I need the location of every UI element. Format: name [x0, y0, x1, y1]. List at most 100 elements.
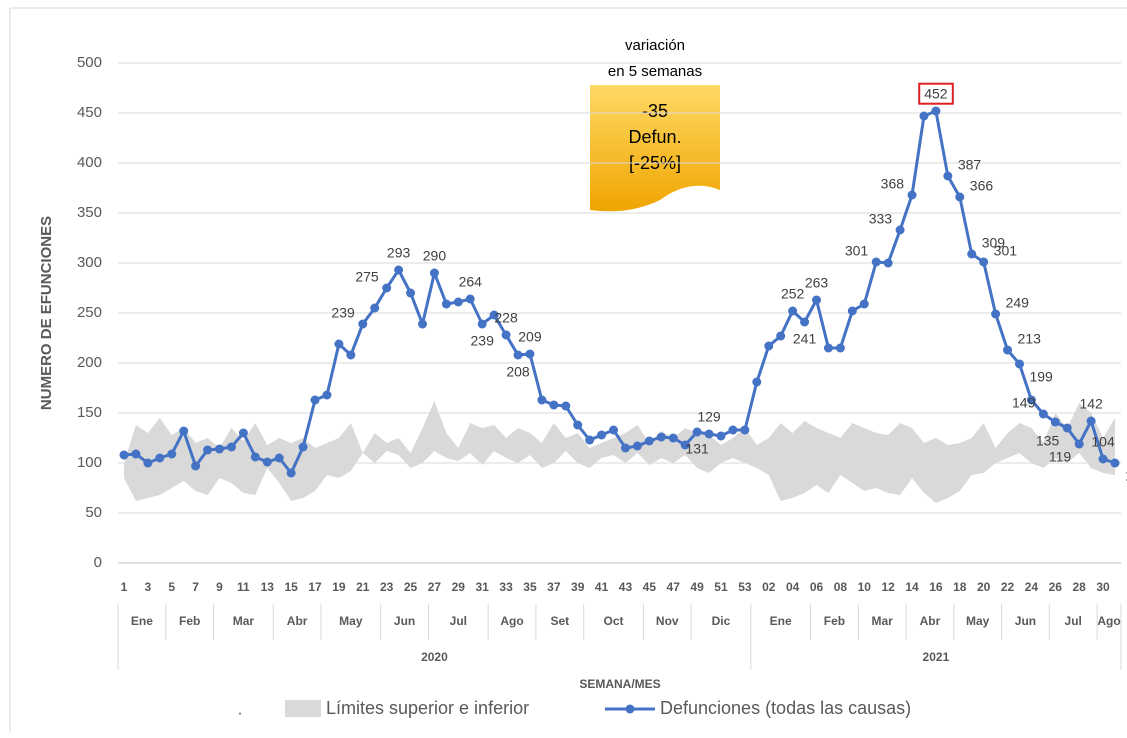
data-label: 264 — [459, 274, 483, 290]
data-point — [740, 425, 750, 435]
data-point — [1062, 423, 1072, 433]
annotation: variación — [625, 37, 685, 54]
month-label: Oct — [604, 614, 624, 628]
data-point — [537, 395, 547, 405]
callout-box — [590, 85, 720, 212]
data-label: 119 — [1049, 449, 1072, 465]
y-tick-label: 150 — [77, 404, 102, 421]
data-point — [847, 306, 857, 316]
month-label: Mar — [233, 614, 255, 628]
x-tick-label: 3 — [145, 580, 152, 594]
x-tick-label: 15 — [284, 580, 298, 594]
x-tick-label: 08 — [834, 580, 848, 594]
x-tick-label: 22 — [1001, 580, 1015, 594]
data-point — [680, 440, 690, 450]
x-tick-label: 43 — [619, 580, 633, 594]
data-point — [943, 171, 953, 181]
x-tick-label: 10 — [858, 580, 872, 594]
x-axis-title: SEMANA/MES — [579, 677, 660, 691]
data-point — [895, 225, 905, 235]
x-tick-label: 24 — [1025, 580, 1039, 594]
data-point — [812, 295, 822, 305]
x-tick-label: 30 — [1096, 580, 1110, 594]
x-tick-label: 14 — [905, 580, 919, 594]
y-axis-title: NUMERO DE EFUNCIONES — [38, 216, 55, 410]
data-point — [573, 420, 583, 430]
data-point — [1050, 417, 1060, 427]
data-point — [406, 288, 416, 298]
data-label: 208 — [506, 364, 530, 380]
data-point — [1014, 359, 1024, 369]
data-point — [668, 433, 678, 443]
data-point — [764, 341, 774, 351]
data-point — [155, 453, 165, 463]
data-label: 452 — [924, 86, 948, 102]
data-point — [322, 390, 332, 400]
data-point — [955, 192, 965, 202]
data-point — [394, 265, 404, 275]
data-point — [585, 435, 595, 445]
data-label: 199 — [1029, 369, 1053, 385]
year-label: 2020 — [421, 650, 448, 664]
data-point — [883, 258, 893, 268]
data-label: 213 — [1018, 331, 1042, 347]
data-point — [334, 339, 344, 349]
data-label: 275 — [355, 269, 379, 285]
x-tick-label: 16 — [929, 580, 943, 594]
x-tick-label: 51 — [714, 580, 728, 594]
month-label: Abr — [287, 614, 308, 628]
data-label: 290 — [423, 248, 447, 264]
month-label: Jun — [394, 614, 415, 628]
y-tick-label: 300 — [77, 254, 102, 271]
month-label: May — [966, 614, 990, 628]
y-tick-label: 250 — [77, 304, 102, 321]
x-tick-label: 13 — [261, 580, 275, 594]
data-point — [620, 443, 630, 453]
month-label: Ago — [500, 614, 523, 628]
data-point — [835, 343, 845, 353]
data-point — [656, 432, 666, 442]
data-point — [549, 400, 559, 410]
data-point — [143, 458, 153, 468]
data-point — [752, 377, 762, 387]
data-point — [979, 257, 989, 267]
data-point — [131, 449, 141, 459]
data-point — [1110, 458, 1120, 468]
data-point — [991, 309, 1001, 319]
data-point — [1074, 439, 1084, 449]
month-label: Jul — [450, 614, 467, 628]
x-tick-label: 17 — [308, 580, 322, 594]
month-label: Dic — [712, 614, 731, 628]
data-point — [429, 268, 439, 278]
month-label: Ago — [1097, 614, 1120, 628]
data-label: 228 — [494, 310, 518, 326]
data-label: 100 — [1125, 468, 1127, 484]
limits-band — [124, 401, 1115, 503]
month-label: Ene — [131, 614, 153, 628]
data-point — [215, 444, 225, 454]
data-label: 368 — [881, 176, 905, 192]
y-tick-label: 350 — [77, 204, 102, 221]
data-point — [501, 330, 511, 340]
data-label: 142 — [1079, 396, 1103, 412]
data-label: 135 — [1036, 433, 1060, 449]
data-label: 209 — [518, 329, 542, 345]
x-tick-label: 26 — [1049, 580, 1063, 594]
data-label: 387 — [958, 157, 982, 173]
data-label: 333 — [869, 211, 893, 227]
x-tick-label: 9 — [216, 580, 223, 594]
x-tick-label: 21 — [356, 580, 370, 594]
data-point — [692, 427, 702, 437]
highlight-box — [918, 82, 954, 105]
x-tick-label: 45 — [643, 580, 657, 594]
data-point — [919, 111, 929, 121]
x-tick-label: 11 — [237, 580, 250, 594]
x-tick-label: 5 — [168, 580, 175, 594]
data-point — [298, 442, 308, 452]
x-tick-label: 23 — [380, 580, 394, 594]
data-point — [310, 395, 320, 405]
data-point — [644, 436, 654, 446]
y-tick-label: 200 — [77, 354, 102, 371]
x-tick-label: 53 — [738, 580, 752, 594]
